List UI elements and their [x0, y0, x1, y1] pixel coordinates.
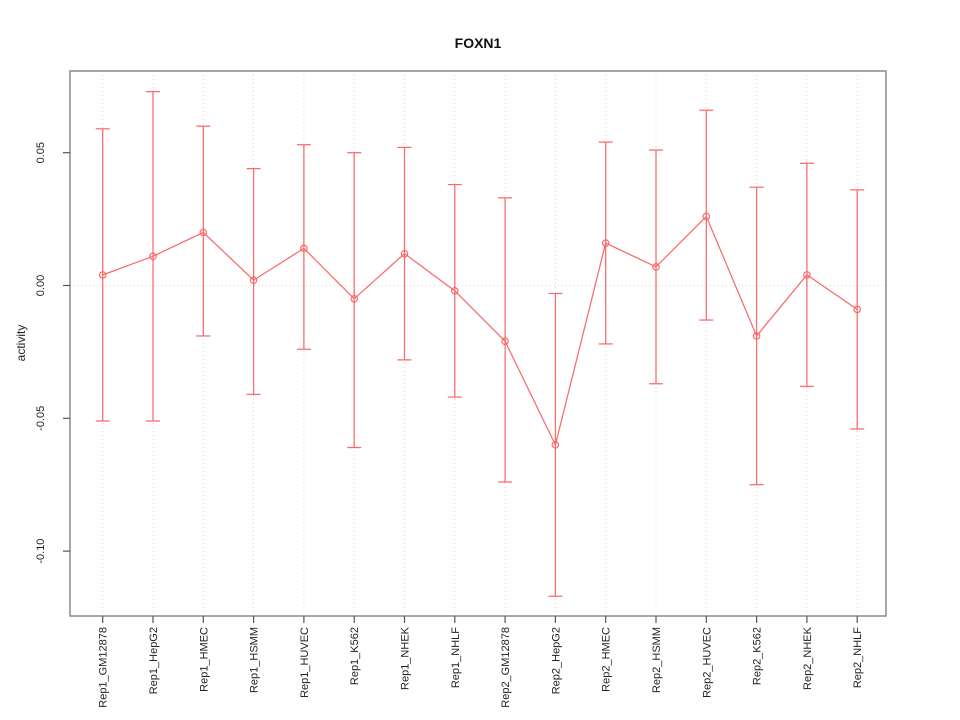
x-tick-label: Rep2_HMEC	[601, 627, 613, 692]
x-tick-label: Rep2_HepG2	[550, 627, 562, 694]
x-tick-label: Rep2_K562	[752, 627, 764, 685]
data-point	[803, 271, 811, 279]
x-tick-label: Rep2_NHLF	[852, 627, 864, 688]
y-axis-label: activity	[14, 325, 28, 362]
data-point	[501, 337, 509, 346]
x-tick-label: Rep2_HSMM	[651, 627, 663, 693]
x-tick-label: Rep1_GM12878	[98, 627, 110, 708]
series-line	[102, 215, 858, 447]
data-point	[450, 287, 459, 295]
error-bar	[347, 152, 362, 449]
error-bar	[296, 144, 311, 350]
error-bar	[699, 109, 714, 321]
chart-title: FOXN1	[455, 35, 502, 51]
data-point	[601, 239, 610, 247]
data-point	[149, 252, 157, 261]
x-tick-label: Rep1_NHEK	[400, 626, 412, 690]
y-tick-label: -0.05	[35, 406, 47, 431]
data-point	[199, 228, 208, 237]
data-point	[400, 249, 409, 258]
data-point	[652, 263, 660, 271]
data-point	[249, 276, 258, 284]
x-tick-label: Rep1_NHLF	[450, 627, 462, 688]
y-tick-label: 0.00	[35, 275, 47, 296]
x-tick-label: Rep1_HSMM	[249, 627, 261, 693]
error-bar	[498, 197, 513, 483]
axis-layer: 0.05 0.00 -0.05 -0.10 Rep1_GM12878 Rep1_HepG2…	[35, 70, 887, 708]
x-tick-label: Rep2_NHEK	[802, 626, 814, 690]
x-tick-label: Rep1_K562	[349, 627, 361, 685]
data-point	[752, 332, 761, 340]
error-bar	[196, 125, 211, 337]
grid-layer	[70, 71, 886, 616]
data-point	[551, 441, 560, 449]
data-point	[853, 305, 862, 314]
x-tick-label: Rep1_HepG2	[148, 627, 160, 694]
series-layer	[95, 90, 865, 597]
y-tick-label: 0.05	[35, 142, 47, 163]
x-tick-label: Rep2_GM12878	[500, 627, 512, 708]
x-tick-label: Rep1_HUVEC	[299, 627, 311, 698]
plot-border	[69, 70, 887, 617]
data-point	[702, 212, 711, 221]
x-tick-label: Rep1_HMEC	[198, 627, 210, 692]
data-point	[300, 244, 308, 253]
data-point	[98, 271, 107, 279]
y-tick-label: -0.10	[35, 539, 47, 564]
error-bar	[246, 168, 261, 396]
data-point	[350, 294, 359, 303]
x-tick-label: Rep2_HUVEC	[701, 627, 713, 698]
